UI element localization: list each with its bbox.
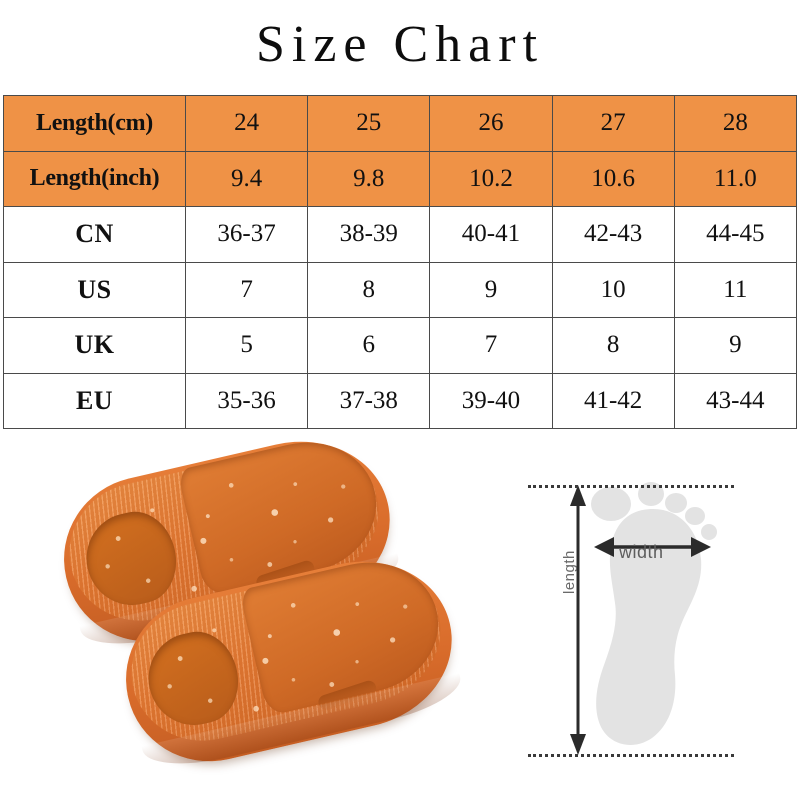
- cell-cn-3: 40-41: [429, 206, 553, 263]
- cell-eu-1: 35-36: [184, 372, 309, 429]
- width-label: width: [619, 542, 664, 562]
- foot-measurement-diagram: width length: [515, 462, 785, 772]
- guide-line-top: [528, 485, 734, 488]
- footprint-toe-3: [665, 493, 687, 513]
- cell-uk-3: 7: [429, 317, 553, 374]
- footprint-sole: [596, 509, 702, 745]
- cell-length-inch-1: 9.4: [184, 150, 309, 207]
- table-row-length-cm: Length(cm) 24 25 26 27 28: [3, 95, 797, 152]
- cell-uk-4: 8: [551, 317, 675, 374]
- footprint-toe-2: [638, 482, 664, 506]
- guide-line-bottom: [528, 754, 734, 757]
- footprint-toe-5: [701, 524, 717, 540]
- cell-cn-5: 44-45: [673, 206, 797, 263]
- cell-length-cm-4: 27: [551, 95, 675, 152]
- cell-eu-2: 37-38: [307, 372, 431, 429]
- cell-length-inch-5: 11.0: [673, 150, 797, 207]
- cell-us-3: 9: [429, 261, 553, 318]
- table-row-uk: UK 5 6 7 8 9: [3, 317, 797, 374]
- length-arrow: [570, 485, 586, 755]
- table-row-eu: EU 35-36 37-38 39-40 41-42 43-44: [3, 372, 797, 429]
- page-title: Size Chart: [255, 16, 545, 73]
- cell-cn-2: 38-39: [307, 206, 431, 263]
- row-label-uk: UK: [3, 317, 186, 374]
- size-chart-table-container: Length(cm) 24 25 26 27 28 Length(inch) 9…: [3, 95, 797, 429]
- width-arrow: [594, 537, 711, 557]
- cell-us-5: 11: [673, 261, 797, 318]
- cell-eu-4: 41-42: [551, 372, 675, 429]
- row-label-eu: EU: [3, 372, 186, 429]
- cell-length-cm-2: 25: [307, 95, 431, 152]
- cell-length-cm-3: 26: [429, 95, 553, 152]
- size-chart-table: Length(cm) 24 25 26 27 28 Length(inch) 9…: [3, 95, 797, 429]
- cell-length-inch-3: 10.2: [429, 150, 553, 207]
- cell-eu-5: 43-44: [673, 372, 797, 429]
- cell-uk-5: 9: [673, 317, 797, 374]
- cell-us-4: 10: [551, 261, 675, 318]
- cell-eu-3: 39-40: [429, 372, 553, 429]
- cell-length-inch-2: 9.8: [307, 150, 431, 207]
- cell-us-1: 7: [184, 261, 309, 318]
- row-label-cn: CN: [3, 206, 186, 263]
- length-label: length: [561, 550, 578, 594]
- table-row-us: US 7 8 9 10 11: [3, 261, 797, 318]
- cell-length-cm-1: 24: [184, 95, 309, 152]
- footprint-big-toe: [591, 487, 631, 521]
- table-row-cn: CN 36-37 38-39 40-41 42-43 44-45: [3, 206, 797, 263]
- row-label-length-inch: Length(inch): [3, 150, 186, 207]
- cell-length-cm-5: 28: [673, 95, 797, 152]
- footprint-graphic: [570, 482, 717, 755]
- footprint-toe-4: [685, 507, 705, 525]
- product-photo-slippers: [47, 422, 482, 785]
- cell-uk-2: 6: [307, 317, 431, 374]
- cell-cn-4: 42-43: [551, 206, 675, 263]
- cell-length-inch-4: 10.6: [551, 150, 675, 207]
- cell-cn-1: 36-37: [184, 206, 309, 263]
- table-row-length-inch: Length(inch) 9.4 9.8 10.2 10.6 11.0: [3, 150, 797, 207]
- row-label-us: US: [3, 261, 186, 318]
- cell-us-2: 8: [307, 261, 431, 318]
- row-label-length-cm: Length(cm): [3, 95, 186, 152]
- cell-uk-1: 5: [184, 317, 309, 374]
